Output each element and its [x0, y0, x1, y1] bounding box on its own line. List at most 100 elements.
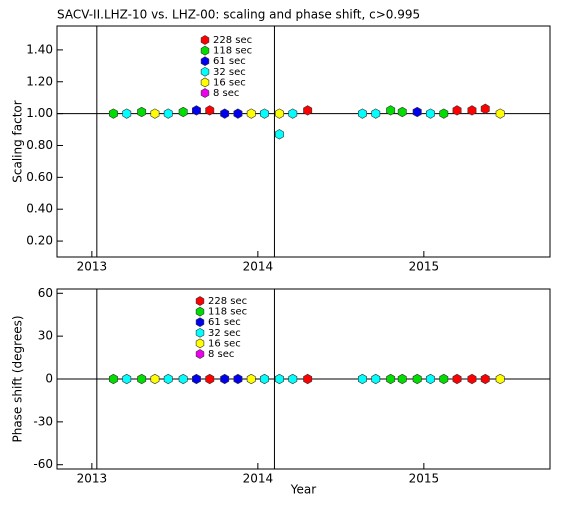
- data-point: [178, 106, 188, 118]
- x-axis-label: Year: [290, 483, 316, 497]
- data-point: [246, 108, 256, 119]
- plot-frame: [56, 25, 551, 258]
- data-point: [452, 373, 462, 385]
- y-tick-label: 1.40: [26, 42, 53, 56]
- data-point: [109, 373, 118, 385]
- data-point: [412, 373, 422, 385]
- y-tick-label: 0.60: [26, 170, 53, 184]
- data-point: [137, 373, 147, 385]
- data-point: [480, 103, 490, 114]
- data-point: [205, 373, 215, 385]
- y-tick-label: 0.40: [26, 202, 53, 216]
- x-tick-label: 2014: [243, 472, 274, 486]
- x-tick-label: 2013: [77, 472, 108, 486]
- data-point: [397, 373, 407, 385]
- data-point: [357, 373, 367, 385]
- data-point: [150, 108, 160, 119]
- data-point: [233, 373, 243, 385]
- data-point: [122, 373, 132, 385]
- legend-marker: [195, 306, 205, 317]
- y-tick-label: 30: [38, 329, 53, 343]
- legend-marker: [195, 338, 205, 349]
- data-point: [150, 373, 160, 385]
- data-point: [192, 105, 201, 116]
- data-point: [109, 108, 118, 119]
- y-tick-label: 0.20: [26, 234, 53, 248]
- legend-marker: [195, 317, 205, 328]
- data-point: [357, 108, 367, 119]
- data-point: [480, 373, 490, 385]
- data-point: [274, 108, 284, 119]
- data-point: [274, 373, 284, 385]
- data-point: [495, 373, 505, 385]
- data-point: [178, 373, 188, 385]
- y-tick-label: -30: [33, 414, 53, 428]
- y-tick-label: 1.00: [26, 106, 53, 120]
- y-tick-label: 0.80: [26, 138, 53, 152]
- data-point: [495, 108, 505, 119]
- legend-marker: [200, 66, 210, 77]
- legend-marker: [200, 88, 210, 98]
- data-point: [220, 373, 230, 385]
- x-tick-label: 2014: [243, 260, 274, 274]
- y-axis-label: Scaling factor: [11, 100, 25, 182]
- legend-marker: [200, 56, 210, 67]
- data-point: [205, 105, 215, 116]
- data-point: [192, 373, 201, 385]
- data-point: [425, 108, 435, 119]
- data-point: [259, 108, 269, 119]
- legend-label: 8 sec: [213, 88, 239, 99]
- legend-marker: [200, 77, 210, 88]
- data-point: [303, 105, 313, 116]
- legend-label: 32 sec: [208, 328, 241, 339]
- legend-marker: [195, 327, 205, 338]
- legend-marker: [195, 349, 205, 359]
- x-tick-label: 2015: [409, 472, 440, 486]
- data-point: [439, 373, 449, 385]
- legend-label: 32 sec: [213, 67, 246, 78]
- data-point: [288, 373, 298, 385]
- legend-label: 118 sec: [213, 46, 252, 57]
- legend-label: 16 sec: [208, 338, 241, 349]
- data-point: [246, 373, 256, 385]
- data-point: [137, 106, 147, 118]
- legend-label: 61 sec: [213, 56, 246, 67]
- data-point: [371, 108, 381, 119]
- legend-marker: [200, 35, 210, 45]
- chart-title: SACV-II.LHZ-10 vs. LHZ-00: scaling and p…: [57, 8, 420, 22]
- legend-label: 8 sec: [208, 349, 234, 360]
- data-point: [220, 108, 230, 119]
- legend-label: 16 sec: [213, 77, 246, 88]
- data-point: [412, 106, 422, 118]
- data-point: [274, 129, 284, 140]
- data-point: [386, 105, 396, 116]
- y-tick-label: 60: [38, 286, 53, 300]
- data-point: [452, 105, 462, 116]
- data-point: [233, 108, 243, 119]
- legend-label: 61 sec: [208, 317, 241, 328]
- data-point: [163, 373, 173, 385]
- legend-marker: [195, 296, 205, 306]
- data-point: [288, 108, 298, 119]
- data-point: [467, 105, 477, 116]
- data-point: [163, 108, 173, 119]
- data-point: [259, 373, 269, 385]
- legend-label: 228 sec: [208, 296, 247, 307]
- data-point: [371, 373, 381, 385]
- data-point: [397, 106, 407, 118]
- legend-label: 228 sec: [213, 35, 252, 46]
- x-tick-label: 2015: [409, 260, 440, 274]
- data-point: [386, 373, 396, 385]
- data-point: [439, 108, 449, 119]
- data-point: [303, 373, 313, 385]
- y-axis-label: Phase shift (degrees): [11, 315, 25, 442]
- y-tick-label: 1.20: [26, 74, 53, 88]
- y-tick-label: -60: [33, 457, 53, 471]
- x-tick-label: 2013: [77, 260, 108, 274]
- data-point: [467, 373, 477, 385]
- y-tick-label: 0: [45, 372, 53, 386]
- legend-marker: [200, 45, 210, 56]
- data-point: [122, 108, 132, 119]
- legend-label: 118 sec: [208, 307, 247, 318]
